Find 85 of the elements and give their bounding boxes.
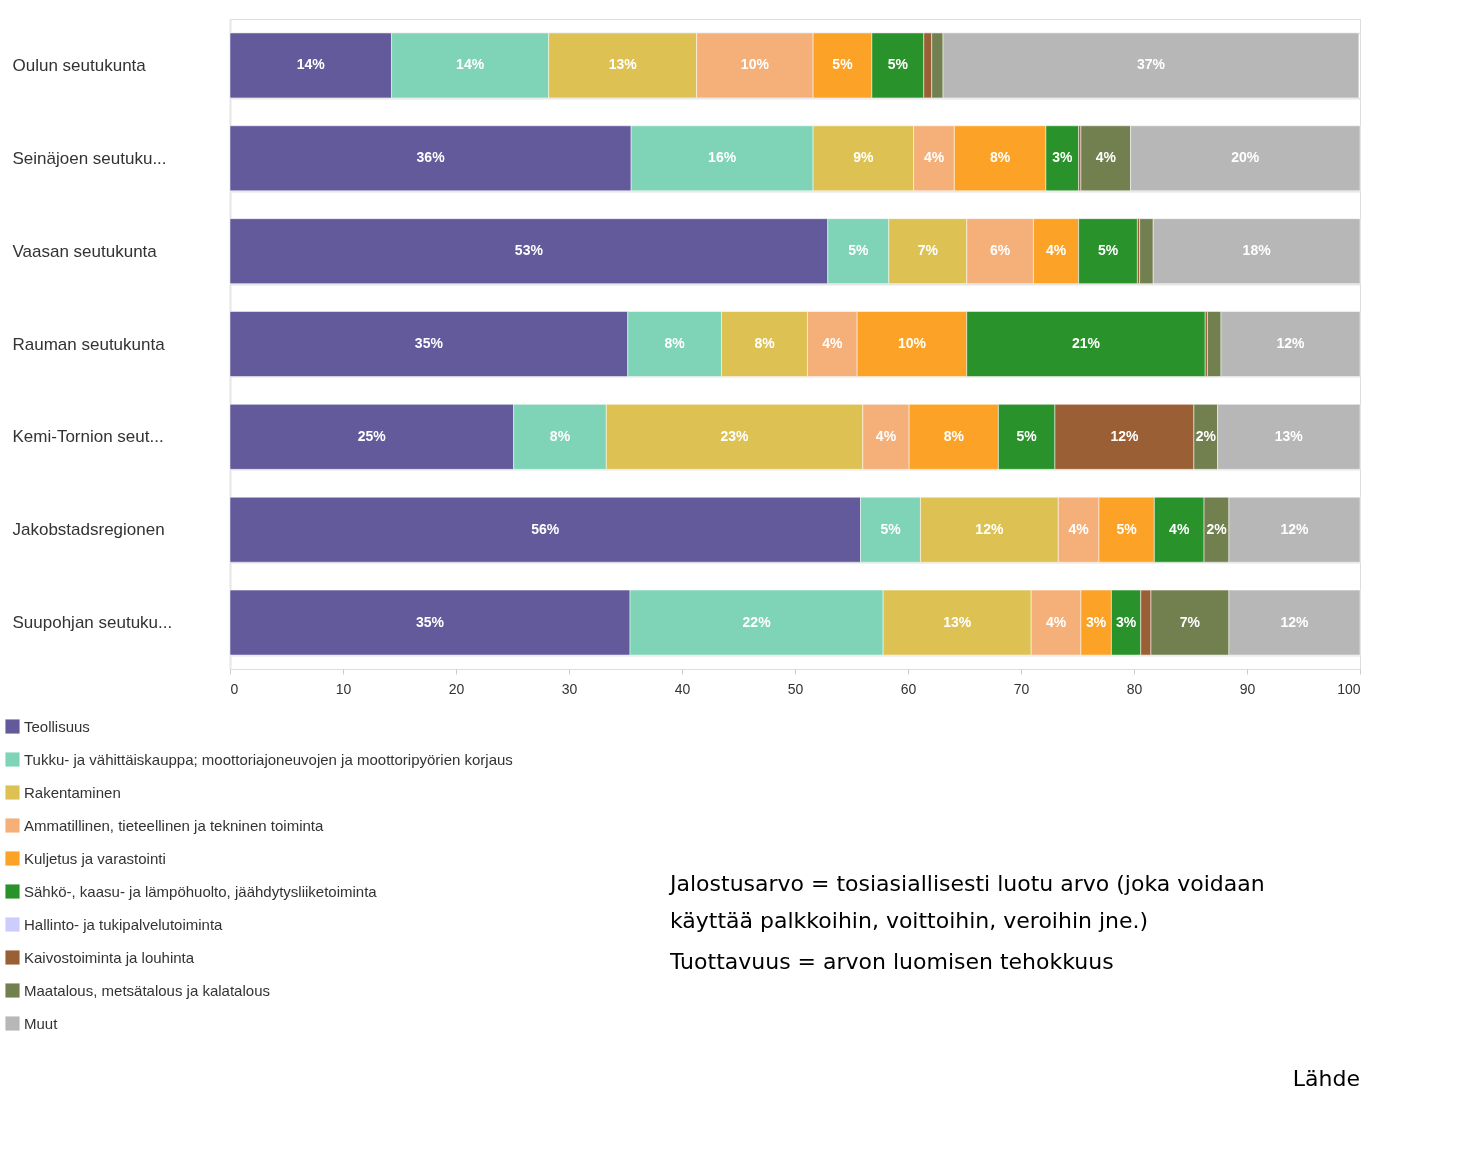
data-label: 20%	[1231, 149, 1260, 166]
y-tick-label: Rauman seutukunta	[12, 334, 166, 354]
data-label: 5%	[848, 242, 869, 259]
data-label: 3%	[1086, 613, 1107, 630]
text: Lähde	[1292, 1066, 1360, 1091]
data-label: 23%	[720, 427, 750, 444]
text: Jalostusarvo = tosiasiallisesti luotu arvo (joka voidaan käyttää palkkoihin, voittoihin, veroihin jne.)	[668, 871, 1265, 933]
data-label: 5%	[887, 56, 909, 73]
data-label: 2%	[1195, 427, 1217, 444]
data-label: 35%	[415, 613, 445, 630]
data-label: 36%	[416, 149, 446, 166]
data-label: 10%	[740, 56, 770, 73]
y-tick-label: Suupohjan seutuku...	[12, 613, 173, 633]
data-label: 18%	[1242, 242, 1272, 259]
data-label: 7%	[917, 242, 939, 259]
x-tick-label: 60	[900, 680, 917, 697]
legend-label: Teollisuus	[24, 717, 90, 735]
legend-label: Sähkö-, kaasu- ja lämpöhuolto, jäähdytysliiketoiminta	[24, 882, 378, 900]
data-label: 25%	[357, 427, 387, 444]
x-tick-label: 0	[230, 680, 239, 697]
data-label: 35%	[414, 335, 444, 351]
data-label: 4%	[923, 149, 945, 166]
x-tick-label: 50	[787, 680, 804, 697]
data-label: 12%	[1280, 520, 1310, 537]
legend-label: Maatalous, metsätalous ja kalatalous	[24, 981, 270, 999]
data-label: 8%	[664, 335, 686, 351]
data-label: 14%	[296, 56, 326, 73]
data-label: 8%	[549, 427, 571, 444]
data-label: 4%	[822, 335, 843, 351]
text: Tuottavuus = arvon luomisen tehokkuus	[669, 949, 1114, 974]
x-tick-label: 10	[335, 680, 352, 697]
data-label: 9%	[853, 149, 875, 166]
data-label: 5%	[1097, 242, 1119, 259]
data-label: 12%	[975, 520, 1004, 537]
y-tick-label: Kemi-Tornion seut...	[12, 427, 164, 447]
legend-label: Hallinto- ja tukipalvelutoiminta	[24, 915, 224, 933]
data-label: 8%	[989, 149, 1011, 166]
data-label: 4%	[1045, 613, 1067, 630]
data-label: 3%	[1115, 613, 1137, 630]
data-label: 12%	[1110, 427, 1139, 444]
data-label: 8%	[754, 335, 776, 351]
data-label: 21%	[1071, 335, 1101, 351]
data-label: 6%	[989, 242, 1011, 259]
data-label: 7%	[1179, 613, 1201, 630]
data-label: 4%	[1068, 520, 1090, 537]
data-label: 13%	[608, 56, 638, 73]
x-tick-label: 100	[1337, 680, 1361, 697]
data-label: 8%	[943, 427, 965, 444]
data-label: 10%	[897, 335, 927, 351]
data-label: 5%	[880, 520, 902, 537]
legend-label: Muut	[24, 1014, 59, 1032]
data-label: 22%	[742, 613, 772, 630]
data-label: 13%	[943, 613, 972, 630]
data-label: 12%	[1280, 613, 1310, 630]
data-label: 5%	[1116, 520, 1138, 537]
data-label: 5%	[1016, 427, 1038, 444]
legend-label: Rakentaminen	[24, 783, 121, 801]
legend-label: Tukku- ja vähittäiskauppa; moottoriajoneuvojen ja moottoripyörien korjaus	[24, 750, 513, 768]
data-label: 12%	[1276, 335, 1306, 351]
x-tick-label: 90	[1239, 680, 1256, 697]
y-tick-label: Jakobstadsregionen	[12, 520, 165, 540]
data-label: 3%	[1052, 149, 1073, 166]
data-label: 37%	[1136, 56, 1166, 73]
data-label: 53%	[514, 242, 544, 259]
y-tick-label: Oulun seutukunta	[12, 55, 147, 75]
legend-label: Kaivostoiminta ja louhinta	[24, 948, 195, 966]
legend-label: Ammatillinen, tieteellinen ja tekninen toiminta	[24, 816, 324, 834]
x-tick-label: 20	[448, 680, 465, 697]
data-label: 16%	[708, 149, 737, 166]
x-tick-label: 70	[1013, 680, 1030, 697]
data-label: 4%	[1045, 242, 1067, 259]
data-label: 13%	[1274, 427, 1304, 444]
data-label: 14%	[456, 56, 485, 73]
data-label: 4%	[875, 427, 897, 444]
data-label: 5%	[832, 56, 854, 73]
x-tick-label: 30	[561, 680, 578, 697]
y-tick-label: Vaasan seutukunta	[12, 241, 158, 261]
data-label: 56%	[531, 520, 560, 537]
y-tick-label: Seinäjoen seutuku...	[12, 148, 167, 168]
legend-label: Kuljetus ja varastointi	[24, 849, 166, 867]
x-tick-label: 40	[674, 680, 691, 697]
data-label: 4%	[1095, 149, 1117, 166]
data-label: 4%	[1169, 520, 1190, 537]
data-label: 2%	[1206, 520, 1228, 537]
x-tick-label: 80	[1126, 680, 1143, 697]
